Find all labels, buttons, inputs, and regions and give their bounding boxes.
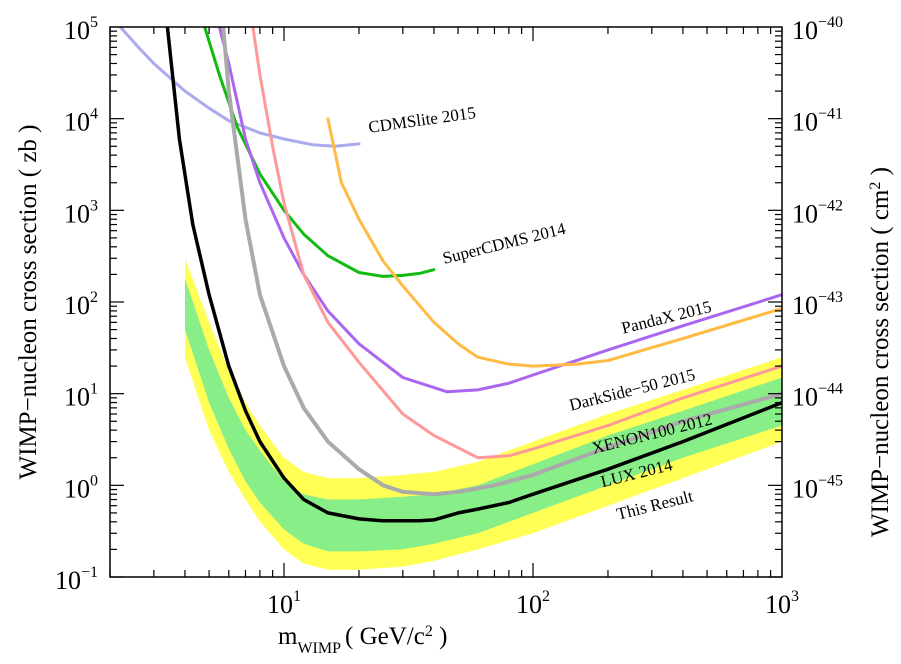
y-tick-label-exp: 1	[90, 381, 98, 398]
x-tick-label-exp: 3	[791, 588, 799, 605]
sensitivity-band-2	[185, 278, 782, 552]
y-tick-label-base: 10	[64, 383, 90, 412]
bands-layer	[185, 258, 782, 570]
y-tick-label-base: 10	[64, 474, 90, 503]
series-line-supercdms-2014	[203, 27, 436, 278]
y-tick-label-exp: 3	[90, 197, 98, 214]
y-tick-label: 101	[64, 381, 98, 412]
y2-tick-label-base: 10	[792, 291, 818, 320]
y2-axis-title-sup: 2	[867, 182, 884, 190]
y-tick-label-exp: 0	[90, 472, 98, 489]
y-tick-label-base: 10	[64, 108, 90, 137]
y2-tick-label: 10−43	[792, 289, 843, 320]
y2-tick-label: 10−42	[792, 197, 843, 228]
y2-axis-title-main: WIMP−nucleon cross section ( cm	[867, 189, 894, 537]
y2-tick-label-base: 10	[792, 16, 818, 45]
series-line-darkside-50-2015	[326, 117, 782, 368]
x-axis-title-sup: 2	[425, 623, 433, 640]
x-tick-label: 102	[516, 588, 550, 619]
y2-tick-label-exp: −44	[818, 381, 843, 398]
series-label-supercdms-2014: SuperCDMS 2014	[441, 219, 568, 268]
y2-tick-label-base: 10	[792, 199, 818, 228]
x-tick-label-exp: 1	[293, 588, 301, 605]
x-tick-label-exp: 2	[542, 588, 550, 605]
y-tick-label-exp: 2	[90, 289, 98, 306]
y2-tick-label: 10−41	[792, 106, 843, 137]
sensitivity-band-1	[185, 258, 782, 570]
y-tick-label-exp: 4	[90, 106, 98, 123]
y-tick-label: 104	[64, 106, 98, 137]
y-tick-label-exp: 5	[90, 14, 98, 31]
y-tick-label: 105	[64, 14, 98, 45]
y2-tick-label: 10−45	[792, 472, 843, 503]
x-axis-title-rest: ( GeV/c	[345, 623, 425, 650]
y-tick-label: 103	[64, 197, 98, 228]
y-tick-label: 10−1	[55, 564, 98, 595]
y2-tick-label-exp: −42	[818, 197, 843, 214]
ticks-layer: 101 102 10310−110010110210310410510−4510−4…	[55, 14, 843, 619]
y2-tick-label-exp: −45	[818, 472, 843, 489]
series-line-xenon100-2012	[251, 27, 782, 460]
x-tick-label-base: 10	[765, 590, 791, 619]
y-tick-label-base: 10	[64, 291, 90, 320]
series-line-pandax-2015	[217, 27, 782, 394]
y-tick-label-base: 10	[64, 16, 90, 45]
x-axis-title-end: )	[433, 623, 448, 650]
y2-tick-label: 10−40	[792, 14, 843, 45]
x-axis-title-main: m	[278, 623, 298, 650]
y2-tick-label-exp: −40	[818, 14, 843, 31]
x-tick-label-base: 10	[516, 590, 542, 619]
y2-tick-label-base: 10	[792, 474, 818, 503]
x-axis-title: mWIMP( GeV/c2 )	[278, 623, 447, 657]
x-axis-title-sub: WIMP	[297, 640, 341, 657]
y-tick-label: 100	[64, 472, 98, 503]
y2-axis-title-end: )	[867, 167, 894, 182]
y2-tick-label: 10−44	[792, 381, 843, 412]
y2-tick-label-base: 10	[792, 383, 818, 412]
series-line-this-result	[165, 27, 782, 523]
series-line-cdmslite-2015	[118, 27, 361, 148]
series-layer	[118, 27, 782, 523]
y2-tick-label-exp: −43	[818, 289, 843, 306]
y-tick-label-base: 10	[55, 566, 81, 595]
y-axis-title: WIMP−nucleon cross section ( zb )	[15, 125, 42, 480]
y-tick-label-exp: −1	[81, 564, 98, 581]
x-tick-label: 103	[765, 588, 799, 619]
y2-axis-title: WIMP−nucleon cross section ( cm2 )	[867, 167, 895, 537]
y-tick-label: 102	[64, 289, 98, 320]
x-tick-label-base: 10	[267, 590, 293, 619]
y-tick-label-base: 10	[64, 199, 90, 228]
x-tick-label: 101	[267, 588, 301, 619]
y2-tick-label-base: 10	[792, 108, 818, 137]
y2-tick-label-exp: −41	[818, 106, 843, 123]
series-label-cdmslite-2015: CDMSlite 2015	[367, 103, 477, 137]
series-line-lux-2014	[221, 27, 782, 497]
